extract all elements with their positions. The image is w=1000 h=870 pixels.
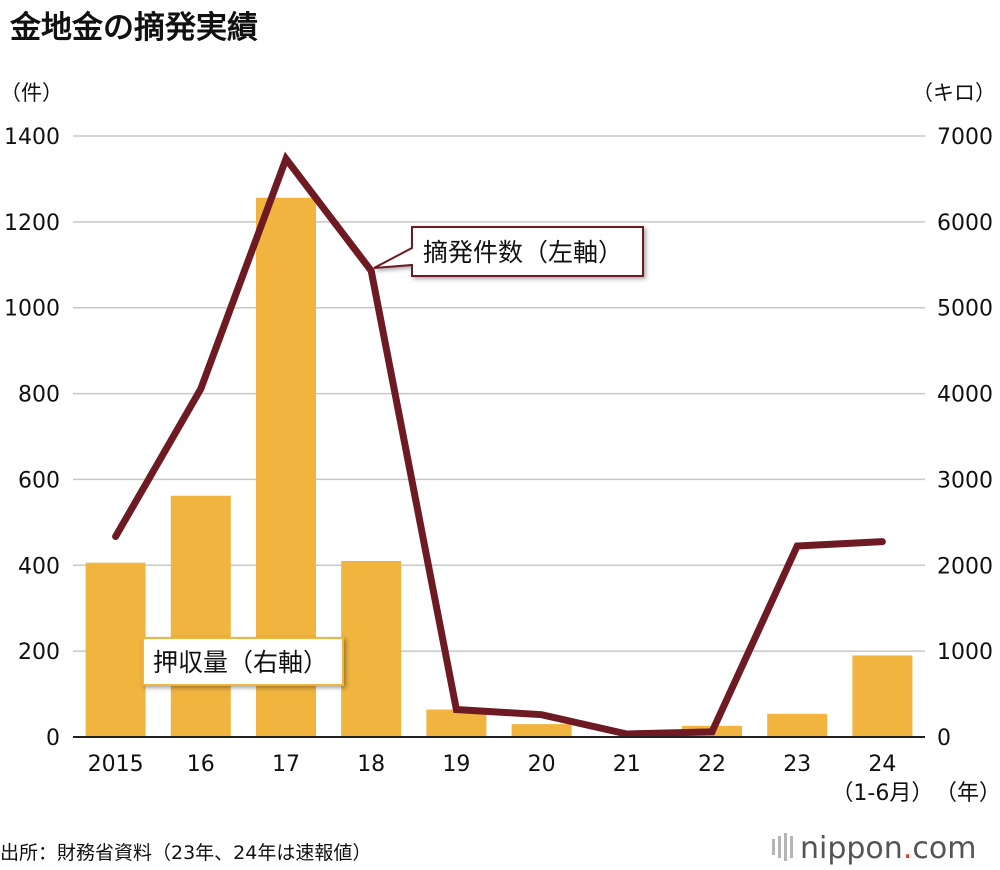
x-axis-unit: （年） <box>935 781 1000 806</box>
bar-callout-box <box>142 637 344 686</box>
x-tick-sublabel: （1-6月） <box>831 781 933 806</box>
logo-text: nippon <box>800 831 903 866</box>
bar <box>85 562 146 737</box>
logo-tld: com <box>912 831 976 866</box>
left-axis-unit: （件） <box>0 81 63 105</box>
nippon-logo: nippon.com <box>772 831 976 866</box>
chart-title: 金地金の摘発実績 <box>9 10 258 46</box>
x-tick-label: 21 <box>613 752 641 777</box>
x-tick-label: 2015 <box>88 752 144 777</box>
case-count-line <box>112 151 886 738</box>
line-series-case-count <box>112 151 886 738</box>
logo-dot: . <box>903 831 913 866</box>
x-tick-label: 22 <box>698 752 726 777</box>
x-axis-labels: 2015 16 17 18 19 20 21 22 23 24 （1-6月） <box>88 752 934 806</box>
line-series-label: 摘発件数（左軸） <box>423 238 623 267</box>
right-tick-label: 2000 <box>937 554 993 579</box>
x-tick-label: 18 <box>357 752 385 777</box>
x-tick-label: 23 <box>783 752 811 777</box>
x-tick-label: 24 <box>868 752 896 777</box>
right-tick-label: 0 <box>937 726 951 751</box>
right-tick-label: 1000 <box>937 640 993 665</box>
right-tick-label: 3000 <box>937 468 993 493</box>
left-tick-label: 600 <box>18 468 60 493</box>
bar-series-callout: 押収量（右軸） <box>142 637 344 686</box>
line-callout-box <box>373 226 644 277</box>
right-axis-unit: （キロ） <box>912 81 996 105</box>
bar <box>511 724 572 737</box>
right-tick-label: 6000 <box>937 211 993 236</box>
left-tick-label: 200 <box>18 640 60 665</box>
left-tick-label: 1200 <box>4 211 60 236</box>
left-tick-label: 400 <box>18 554 60 579</box>
bar <box>170 495 231 737</box>
left-tick-label: 1000 <box>4 297 60 322</box>
bar <box>341 560 402 737</box>
bar <box>767 713 828 737</box>
x-tick-label: 16 <box>187 752 215 777</box>
source-note: 出所：財務省資料（23年、24年は速報値） <box>0 842 371 864</box>
right-axis-ticks: 0 1000 2000 3000 4000 5000 6000 7000 <box>937 125 993 751</box>
right-tick-label: 5000 <box>937 297 993 322</box>
right-tick-label: 4000 <box>937 383 993 408</box>
x-tick-label: 20 <box>528 752 556 777</box>
left-tick-label: 0 <box>46 726 60 751</box>
line-series-callout: 摘発件数（左軸） <box>373 226 644 277</box>
left-axis-ticks: 0 200 400 600 800 1000 1200 1400 <box>4 125 60 751</box>
svg-text:nippon.com: nippon.com <box>800 831 976 866</box>
x-tick-label: 19 <box>442 752 470 777</box>
bar-series-label: 押収量（右軸） <box>153 648 328 677</box>
bar <box>852 655 913 737</box>
right-tick-label: 7000 <box>937 125 993 150</box>
left-tick-label: 1400 <box>4 125 60 150</box>
left-tick-label: 800 <box>18 383 60 408</box>
logo-mark-icon <box>772 833 793 861</box>
x-tick-label: 17 <box>272 752 300 777</box>
